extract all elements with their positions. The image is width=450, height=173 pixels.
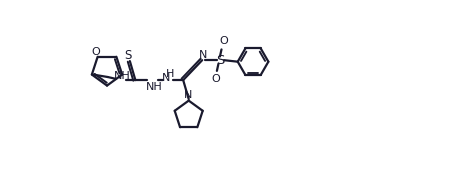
Text: NH: NH: [145, 82, 162, 92]
Text: NH: NH: [113, 71, 130, 81]
Text: H: H: [166, 69, 175, 79]
Text: N: N: [198, 50, 207, 60]
Text: S: S: [125, 49, 132, 62]
Text: O: O: [211, 74, 220, 84]
Text: O: O: [92, 47, 100, 57]
Text: O: O: [219, 37, 228, 47]
Text: N: N: [162, 73, 171, 83]
Text: S: S: [216, 54, 224, 67]
Text: N: N: [184, 90, 192, 100]
